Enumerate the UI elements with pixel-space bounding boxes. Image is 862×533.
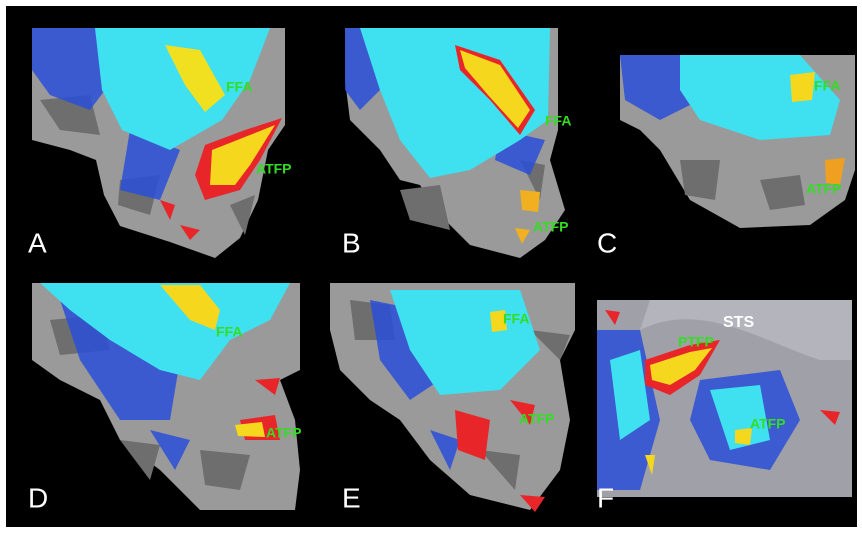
region-label: FFA [503,311,529,327]
panel-letter: F [597,482,614,513]
panel-letter: D [28,482,48,513]
region-label: PTFP [678,334,714,350]
region-label: FFA [814,78,840,94]
panel-letter: E [342,482,361,513]
panel-letter: A [28,227,47,258]
panel-letter: B [342,227,361,258]
figure: FFA ATFP A FFA ATFP B FFA ATFP C FFA ATF… [0,0,862,533]
region-label: ATFP [256,161,292,177]
region-label: ATFP [266,425,302,441]
region-label: ATFP [519,411,555,427]
region-label: ATFP [533,219,569,235]
region-label: ATFP [750,416,786,432]
region-label: FFA [216,324,242,340]
region-label: FFA [545,113,571,129]
panel-letter: C [597,227,617,258]
region-label: ATFP [806,181,842,197]
region-label: STS [723,314,754,331]
region-label: FFA [226,79,252,95]
